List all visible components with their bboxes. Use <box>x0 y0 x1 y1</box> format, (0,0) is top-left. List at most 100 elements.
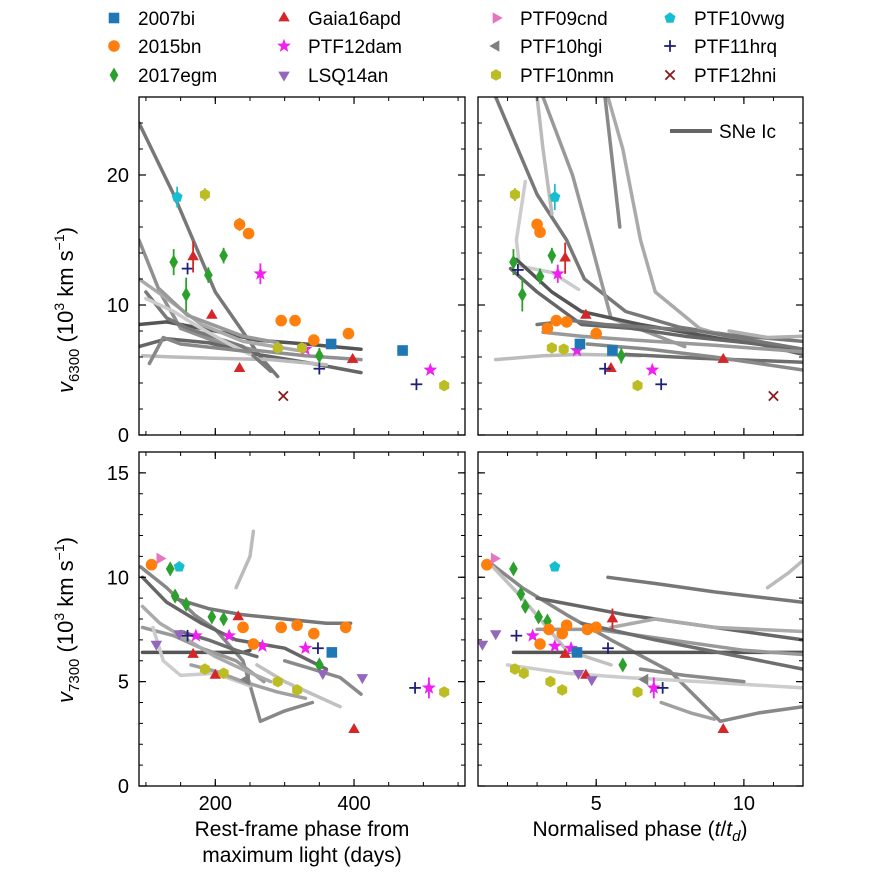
point-lsq14an <box>317 669 329 680</box>
legend-item-ptf11hrq: PTF11hrq <box>664 37 777 58</box>
point-ptf10nmn <box>218 667 229 680</box>
sne-ic-lines <box>139 121 363 379</box>
point-ptf10nmn <box>292 684 303 696</box>
sne-ic-line <box>535 97 554 216</box>
y-axis-label-top: v6300 (103 km s−1) <box>51 227 83 393</box>
point-2017egm <box>517 287 527 303</box>
point-2017egm <box>169 254 179 270</box>
sne-ic-line <box>508 266 803 357</box>
sne-ic-line <box>234 529 256 590</box>
sne-ic-legend-label: SNe Ic <box>719 122 776 143</box>
sne-ic-line <box>585 342 803 372</box>
point-2007bi <box>607 345 618 356</box>
point-ptf11hrq <box>599 362 611 375</box>
legend-marker-2015bn <box>108 40 120 52</box>
point-ptf10nmn <box>545 675 556 688</box>
axes-frame <box>477 96 804 436</box>
point-2017egm <box>509 254 518 270</box>
point-ptf10nmn <box>518 667 529 680</box>
point-ptf10nmn <box>632 686 643 698</box>
legend-marker-gaia16apd <box>278 11 290 22</box>
point-ptf10nmn <box>509 663 520 675</box>
sne-ic-line <box>514 179 581 292</box>
point-2017egm <box>535 268 545 284</box>
point-2015bn <box>247 638 260 650</box>
sne-ic-line <box>485 558 803 724</box>
legend-marker-ptf11hrq <box>664 40 676 52</box>
point-gaia16apd <box>187 250 199 261</box>
panel-top-left: 0 10 20 <box>107 96 466 447</box>
point-gaia16apd <box>206 308 218 319</box>
panel-top-right <box>477 96 804 436</box>
point-2015bn <box>289 314 301 327</box>
x-tick-label: 200 <box>199 793 232 815</box>
point-ptf12dam <box>646 680 661 694</box>
legend-label: PTF10nmn <box>520 66 614 87</box>
point-ptf10nmn <box>439 379 450 392</box>
x-axis-label-left-line2: maximum light (days) <box>202 844 402 867</box>
point-lsq14an <box>585 676 598 687</box>
x-tick-label: 400 <box>337 793 370 815</box>
legend-item-2007bi: 2007bi <box>108 9 195 30</box>
point-lsq14an <box>478 640 489 651</box>
legend-item-lsq14an: LSQ14an <box>278 66 388 87</box>
sne-ic-line <box>765 558 803 590</box>
y-tick-label: 0 <box>118 776 129 798</box>
sne-ic-line <box>638 667 746 684</box>
point-ptf12dam <box>255 638 270 653</box>
point-ptf12hni <box>768 390 779 402</box>
point-ptf10nmn <box>557 684 568 696</box>
legend-item-2015bn: 2015bn <box>108 37 201 58</box>
sne-ic-line <box>139 565 315 724</box>
point-2015bn <box>342 327 355 340</box>
point-2017egm <box>314 348 324 364</box>
point-2015bn <box>233 218 246 231</box>
point-ptf09cnd <box>490 552 501 565</box>
point-ptf12dam <box>298 640 313 655</box>
point-2017egm <box>616 348 626 364</box>
axes-frame <box>477 451 804 787</box>
legend-label: 2017egm <box>138 66 217 87</box>
point-2015bn <box>307 334 320 346</box>
point-ptf10nmn <box>546 342 557 354</box>
point-ptf11hrq <box>410 378 423 391</box>
point-ptf09cnd <box>156 552 167 565</box>
legend-marker-ptf10nmn <box>490 69 502 81</box>
point-lsq14an <box>356 674 369 685</box>
axes-frame <box>138 96 466 436</box>
sne-ic-line <box>579 621 803 671</box>
sne-ic-line <box>171 596 353 625</box>
sne-ic-line <box>535 627 803 657</box>
point-2015bn <box>581 623 594 636</box>
point-ptf10nmn <box>296 342 308 354</box>
point-ptf11hrq <box>409 682 421 694</box>
point-2017egm <box>181 596 191 612</box>
legend-item-ptf10hgi: PTF10hgi <box>489 37 602 58</box>
point-gaia16apd <box>605 362 617 373</box>
point-2017egm <box>314 657 324 673</box>
point-ptf11hrq <box>313 362 326 375</box>
point-ptf10nmn <box>272 342 283 354</box>
sne-ic-line <box>727 329 803 340</box>
legend-label: PTF10vwg <box>694 9 785 30</box>
point-2017egm <box>219 611 228 627</box>
point-2015bn <box>291 619 303 632</box>
sne-ic-legend: SNe Ic <box>670 122 776 143</box>
legend-item-ptf10nmn: PTF10nmn <box>490 66 614 87</box>
point-2017egm <box>181 287 191 303</box>
point-ptf11hrq <box>312 642 324 655</box>
data-points <box>169 186 450 402</box>
point-gaia16apd <box>717 352 730 363</box>
point-gaia16apd <box>580 308 592 319</box>
sne-ic-lines <box>493 97 803 372</box>
point-2015bn <box>590 327 602 340</box>
point-gaia16apd <box>346 352 359 363</box>
point-lsq14an <box>572 669 585 680</box>
point-lsq14an <box>489 630 502 641</box>
point-ptf10nmn <box>632 379 643 392</box>
point-ptf11hrq <box>510 629 523 642</box>
point-ptf12dam <box>570 343 584 357</box>
point-2007bi <box>325 338 337 350</box>
sne-ic-line <box>158 287 280 345</box>
